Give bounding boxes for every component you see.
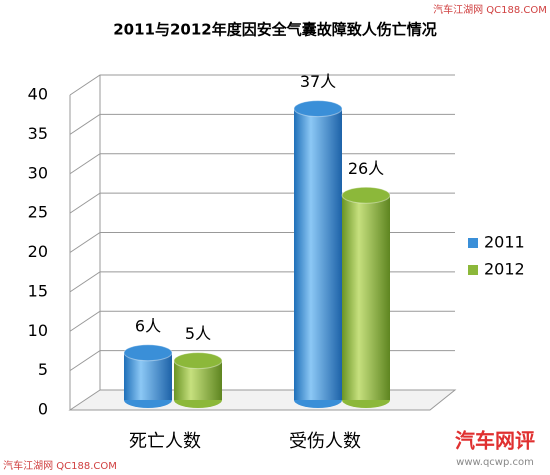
chart-title: 2011与2012年度因安全气囊故障致人伤亡情况 — [113, 21, 437, 39]
watermark: www.qcwp.com — [456, 457, 534, 468]
y-tick-label: 20 — [28, 242, 48, 261]
watermark: 汽车江湖网 QC188.COM — [433, 3, 547, 16]
value-label: 26人 — [348, 159, 384, 178]
legend-label: 2012 — [484, 260, 525, 279]
bar-top — [293, 100, 343, 118]
watermark: 汽车网评 — [455, 429, 535, 453]
bar — [294, 108, 342, 400]
y-tick-label: 40 — [28, 85, 48, 104]
bar-top — [341, 186, 391, 204]
grid-line — [69, 74, 455, 96]
y-tick-label: 35 — [28, 124, 48, 143]
legend-swatch — [468, 238, 478, 248]
bar-top — [123, 344, 173, 362]
value-label: 37人 — [300, 72, 336, 91]
bar — [342, 195, 390, 400]
y-tick-label: 30 — [28, 163, 48, 182]
legend-swatch — [468, 265, 478, 275]
legend-label: 2011 — [484, 233, 525, 252]
watermark: 汽车江湖网 QC188.COM — [3, 459, 117, 472]
x-tick-label: 死亡人数 — [129, 431, 201, 452]
y-tick-label: 25 — [28, 203, 48, 222]
value-label: 6人 — [135, 316, 161, 335]
y-tick-label: 15 — [28, 281, 48, 300]
x-tick-label: 受伤人数 — [289, 431, 361, 452]
y-tick-label: 10 — [28, 321, 48, 340]
y-tick-label: 5 — [38, 360, 48, 379]
bar-top — [173, 352, 223, 370]
value-label: 5人 — [185, 324, 211, 343]
y-tick-label: 0 — [38, 400, 48, 419]
